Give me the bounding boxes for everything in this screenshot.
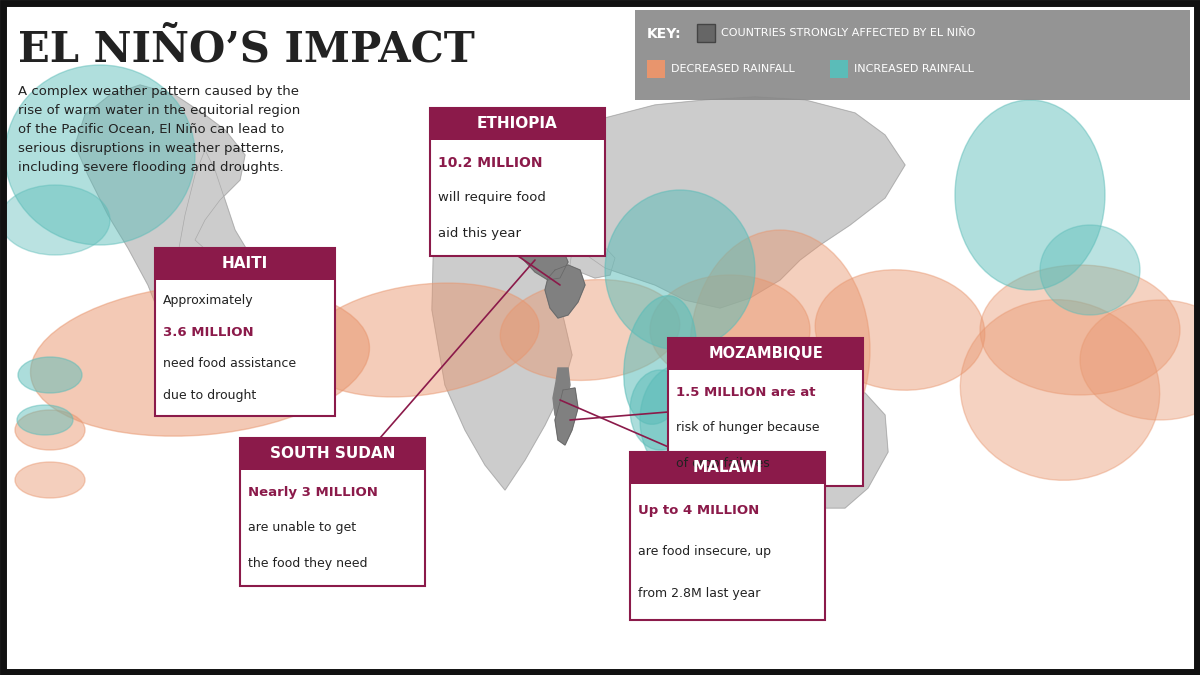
Text: 3.6 MILLION: 3.6 MILLION [163, 325, 253, 339]
Text: 10.2 MILLION: 10.2 MILLION [438, 156, 542, 170]
Text: A complex weather pattern caused by the
rise of warm water in the equitorial reg: A complex weather pattern caused by the … [18, 85, 300, 174]
Text: of crop failures: of crop failures [676, 457, 769, 470]
Ellipse shape [815, 270, 985, 390]
Text: the food they need: the food they need [248, 557, 367, 570]
Text: COUNTRIES STRONGLY AFFECTED BY EL NIÑO: COUNTRIES STRONGLY AFFECTED BY EL NIÑO [721, 28, 976, 38]
Ellipse shape [18, 357, 82, 393]
FancyBboxPatch shape [668, 338, 863, 370]
Ellipse shape [624, 296, 696, 425]
Ellipse shape [301, 283, 539, 397]
Text: are unable to get: are unable to get [248, 522, 356, 535]
Text: INCREASED RAINFALL: INCREASED RAINFALL [854, 64, 974, 74]
Ellipse shape [690, 230, 870, 470]
Text: will require food: will require food [438, 192, 546, 205]
Ellipse shape [5, 65, 194, 245]
Ellipse shape [630, 370, 690, 450]
Polygon shape [432, 170, 575, 490]
Ellipse shape [500, 279, 679, 381]
Ellipse shape [1040, 225, 1140, 315]
FancyBboxPatch shape [240, 438, 425, 586]
Text: EL NIÑO’S IMPACT: EL NIÑO’S IMPACT [18, 28, 475, 70]
FancyBboxPatch shape [668, 338, 863, 486]
Ellipse shape [17, 405, 73, 435]
Text: MALAWI: MALAWI [692, 460, 762, 475]
FancyBboxPatch shape [830, 60, 848, 78]
FancyBboxPatch shape [240, 438, 425, 470]
Ellipse shape [0, 185, 110, 255]
Ellipse shape [650, 275, 810, 385]
FancyBboxPatch shape [630, 452, 826, 484]
Polygon shape [545, 265, 586, 318]
Polygon shape [175, 150, 270, 375]
Polygon shape [430, 132, 526, 205]
Text: KEY:: KEY: [647, 27, 682, 41]
Ellipse shape [605, 190, 755, 350]
FancyBboxPatch shape [155, 248, 335, 280]
Text: due to drought: due to drought [163, 389, 257, 402]
Polygon shape [554, 388, 578, 445]
Ellipse shape [640, 365, 720, 475]
Ellipse shape [1080, 300, 1200, 420]
Text: Up to 4 MILLION: Up to 4 MILLION [638, 504, 760, 517]
Text: need food assistance: need food assistance [163, 357, 296, 371]
Polygon shape [74, 85, 265, 360]
Text: aid this year: aid this year [438, 227, 521, 240]
Text: are food insecure, up: are food insecure, up [638, 545, 772, 558]
Ellipse shape [14, 410, 85, 450]
Polygon shape [512, 97, 905, 308]
FancyBboxPatch shape [430, 108, 605, 256]
Text: SOUTH SUDAN: SOUTH SUDAN [270, 446, 395, 462]
Text: 1.5 MILLION are at: 1.5 MILLION are at [676, 386, 816, 400]
Polygon shape [518, 240, 568, 280]
Text: from 2.8M last year: from 2.8M last year [638, 587, 761, 599]
FancyBboxPatch shape [630, 452, 826, 620]
Text: HAITI: HAITI [222, 256, 268, 271]
Ellipse shape [14, 462, 85, 498]
FancyBboxPatch shape [647, 60, 665, 78]
Text: Approximately: Approximately [163, 294, 253, 307]
Ellipse shape [955, 100, 1105, 290]
FancyBboxPatch shape [635, 10, 1190, 100]
Text: ETHIOPIA: ETHIOPIA [478, 117, 558, 132]
FancyBboxPatch shape [430, 108, 605, 140]
Ellipse shape [980, 265, 1180, 395]
Polygon shape [215, 358, 235, 375]
Polygon shape [554, 240, 616, 278]
Text: risk of hunger because: risk of hunger because [676, 421, 820, 435]
Text: MOZAMBIQUE: MOZAMBIQUE [708, 346, 823, 362]
Polygon shape [785, 390, 888, 508]
Text: DECREASED RAINFALL: DECREASED RAINFALL [671, 64, 794, 74]
Ellipse shape [30, 284, 370, 436]
Text: Nearly 3 MILLION: Nearly 3 MILLION [248, 487, 378, 499]
Polygon shape [553, 368, 570, 420]
FancyBboxPatch shape [697, 24, 715, 42]
Ellipse shape [960, 300, 1159, 481]
FancyBboxPatch shape [155, 248, 335, 416]
